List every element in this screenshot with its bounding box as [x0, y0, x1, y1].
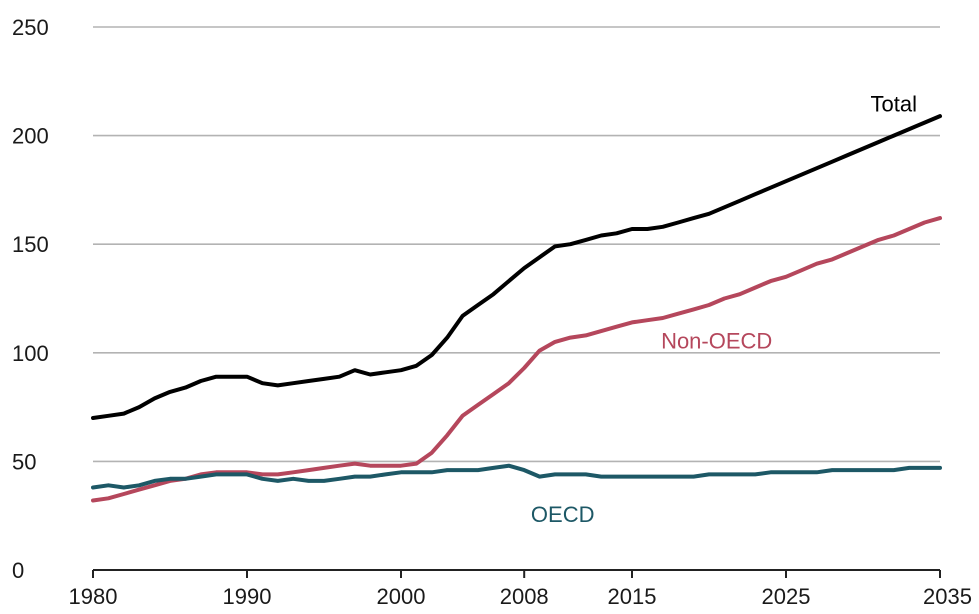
- x-tick-label: 1990: [223, 584, 272, 609]
- y-tick-label: 50: [12, 449, 36, 474]
- series-label-non-oecd: Non-OECD: [661, 328, 772, 353]
- y-tick-label: 150: [12, 232, 49, 257]
- y-axis: 0 50 100 150 200 250: [12, 15, 49, 583]
- series-line-non-oecd: [91, 216, 942, 503]
- x-tick-label: 2015: [608, 584, 657, 609]
- series-lines: [91, 114, 942, 503]
- series-label-oecd: OECD: [531, 502, 595, 527]
- x-tick-label: 2008: [500, 584, 549, 609]
- y-tick-label: 200: [12, 124, 49, 149]
- x-tick-label: 2035: [923, 584, 972, 609]
- y-tick-label: 0: [12, 558, 24, 583]
- series-labels: Total Non-OECD OECD: [531, 92, 917, 528]
- x-tick-label: 1980: [69, 584, 118, 609]
- y-tick-label: 100: [12, 341, 49, 366]
- series-line-oecd: [91, 463, 942, 490]
- series-line-total: [91, 114, 942, 420]
- x-tick-label: 2000: [377, 584, 426, 609]
- y-tick-label: 250: [12, 15, 49, 40]
- x-axis: 1980 1990 2000 2008 2015 2025 2035: [69, 569, 972, 609]
- x-tick-label: 2025: [762, 584, 811, 609]
- series-label-total: Total: [871, 92, 917, 117]
- gridlines: [93, 26, 940, 463]
